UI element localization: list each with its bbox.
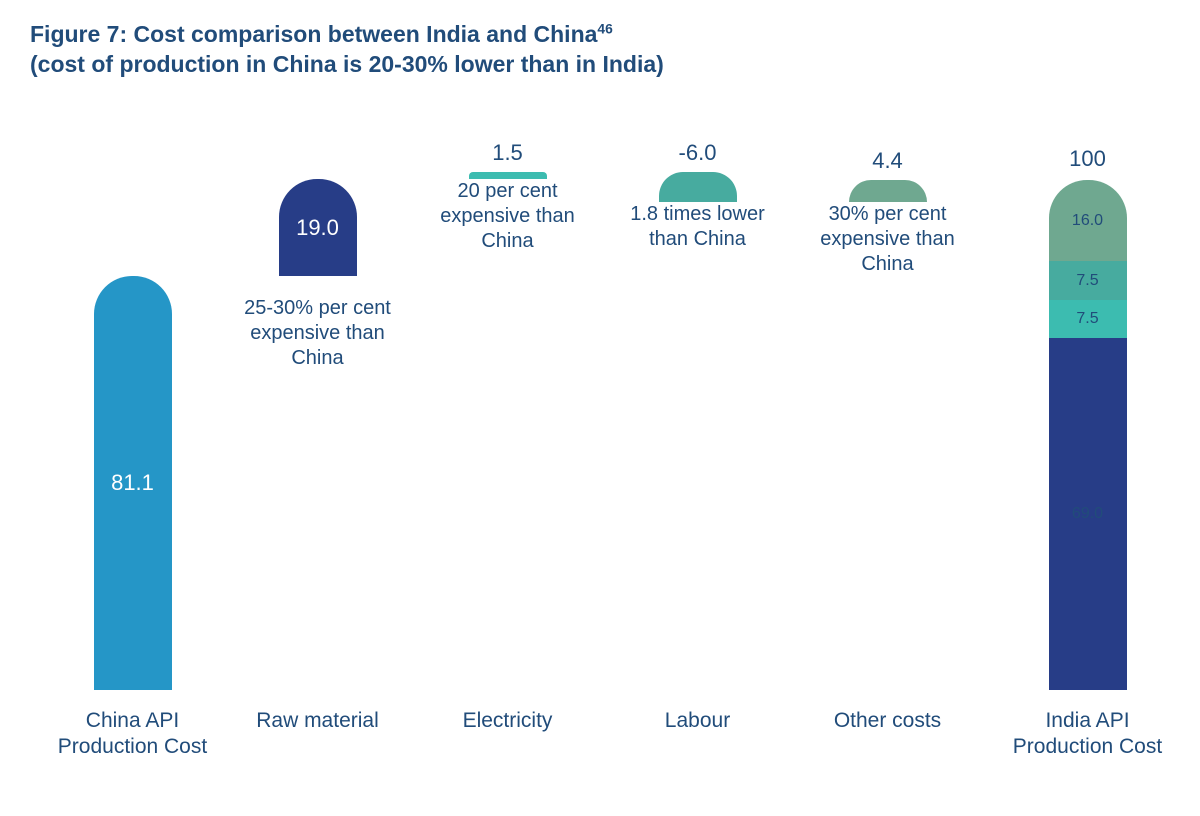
column-labour: Labour-6.01.8 times lower than China — [615, 90, 780, 790]
stack-seg-3: 16.0 — [1049, 180, 1127, 262]
bar-china: 81.1 — [94, 276, 172, 690]
bar-zone: -6.01.8 times lower than China — [615, 150, 780, 690]
bar-labour — [659, 172, 737, 203]
bar-value: 19.0 — [296, 215, 339, 241]
stack-seg-2: 7.5 — [1049, 261, 1127, 299]
xlabel-electricity: Electricity — [425, 700, 590, 790]
seg-value: 7.5 — [1076, 272, 1098, 290]
title-sup: 46 — [597, 21, 612, 36]
seg-value: 69.0 — [1072, 505, 1103, 523]
column-china: China API Production Cost 81.1 — [50, 90, 215, 790]
xlabel-raw_material: Raw material — [235, 700, 400, 790]
seg-value: 16.0 — [1072, 212, 1103, 230]
bar-zone: 69.07.57.516.0100 — [1005, 150, 1170, 690]
bar-value-label: 1.5 — [425, 140, 590, 166]
title-line-1: Figure 7: Cost comparison between India … — [30, 20, 1170, 50]
bar-zone: 1.520 per cent expensive than China — [425, 150, 590, 690]
bar-electricity — [469, 172, 547, 180]
column-other: Other costs 4.4 30% per cent expensive tha… — [805, 90, 970, 790]
waterfall-chart: China API Production Cost 81.1 Raw materia… — [30, 90, 1170, 790]
bar-raw_material: 19.0 — [279, 179, 357, 276]
xlabel-china: China API Production Cost — [50, 700, 215, 790]
seg-value: 7.5 — [1076, 310, 1098, 328]
column-india: India API Production Cost 69.0 7.5 7.5 16.0 1… — [1005, 90, 1170, 790]
xlabel-other: Other costs — [805, 700, 970, 790]
desc-other: 30% per cent expensive than China — [805, 202, 970, 312]
title-text-1: Figure 7: Cost comparison between India … — [30, 21, 597, 47]
stack-seg-0: 69.0 — [1049, 338, 1127, 690]
bar-zone: 4.4 30% per cent expensive than China — [805, 150, 970, 690]
title-line-2: (cost of production in China is 20-30% l… — [30, 50, 1170, 80]
stack-seg-1: 7.5 — [1049, 300, 1127, 338]
column-electricity: Electricity1.520 per cent expensive than… — [425, 90, 590, 790]
desc-labour: 1.8 times lower than China — [615, 202, 780, 312]
bar-other — [849, 180, 927, 202]
xlabel-labour: Labour — [615, 700, 780, 790]
desc-raw_material: 25-30% per cent expensive than China — [235, 296, 400, 406]
bar-value: 81.1 — [111, 470, 154, 496]
bar-value-label: -6.0 — [615, 140, 780, 166]
desc-electricity: 20 per cent expensive than China — [425, 179, 590, 289]
bar-zone: 81.1 — [50, 150, 215, 690]
figure-title: Figure 7: Cost comparison between India … — [30, 20, 1170, 80]
bar-value-label: 4.4 — [805, 148, 970, 174]
column-raw_material: Raw material 19.0 25-30% per cent expensiv… — [235, 90, 400, 790]
stack-total-label: 100 — [1005, 146, 1170, 172]
bar-zone: 19.0 25-30% per cent expensive than China — [235, 150, 400, 690]
xlabel-india: India API Production Cost — [1005, 700, 1170, 790]
